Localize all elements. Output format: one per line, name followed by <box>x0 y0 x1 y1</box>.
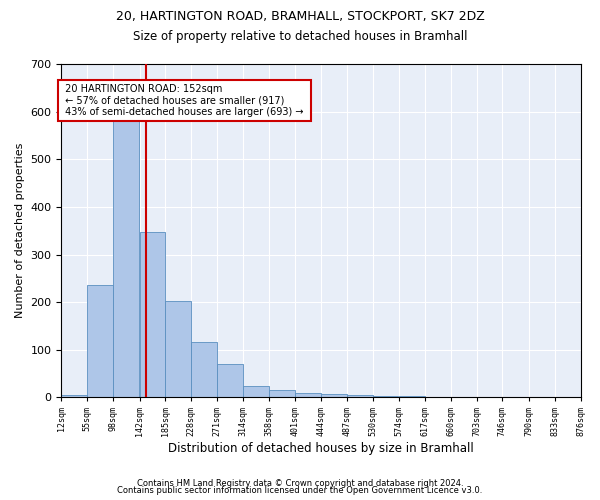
Bar <box>140 232 166 398</box>
Y-axis label: Number of detached properties: Number of detached properties <box>15 143 25 318</box>
Bar <box>166 300 191 398</box>
Text: Contains HM Land Registry data © Crown copyright and database right 2024.: Contains HM Land Registry data © Crown c… <box>137 478 463 488</box>
Bar <box>87 286 113 398</box>
Bar <box>217 364 243 398</box>
Bar <box>399 396 425 398</box>
Text: Contains public sector information licensed under the Open Government Licence v3: Contains public sector information licen… <box>118 486 482 495</box>
Bar <box>269 390 295 398</box>
Bar <box>191 342 217 398</box>
Bar <box>295 392 321 398</box>
Bar <box>61 395 87 398</box>
Bar <box>347 395 373 398</box>
Bar <box>321 394 347 398</box>
X-axis label: Distribution of detached houses by size in Bramhall: Distribution of detached houses by size … <box>168 442 474 455</box>
Bar <box>373 396 398 398</box>
Bar <box>113 116 139 398</box>
Bar <box>243 386 269 398</box>
Text: 20 HARTINGTON ROAD: 152sqm
 ← 57% of detached houses are smaller (917)
 43% of s: 20 HARTINGTON ROAD: 152sqm ← 57% of deta… <box>62 84 307 117</box>
Text: Size of property relative to detached houses in Bramhall: Size of property relative to detached ho… <box>133 30 467 43</box>
Text: 20, HARTINGTON ROAD, BRAMHALL, STOCKPORT, SK7 2DZ: 20, HARTINGTON ROAD, BRAMHALL, STOCKPORT… <box>116 10 484 23</box>
